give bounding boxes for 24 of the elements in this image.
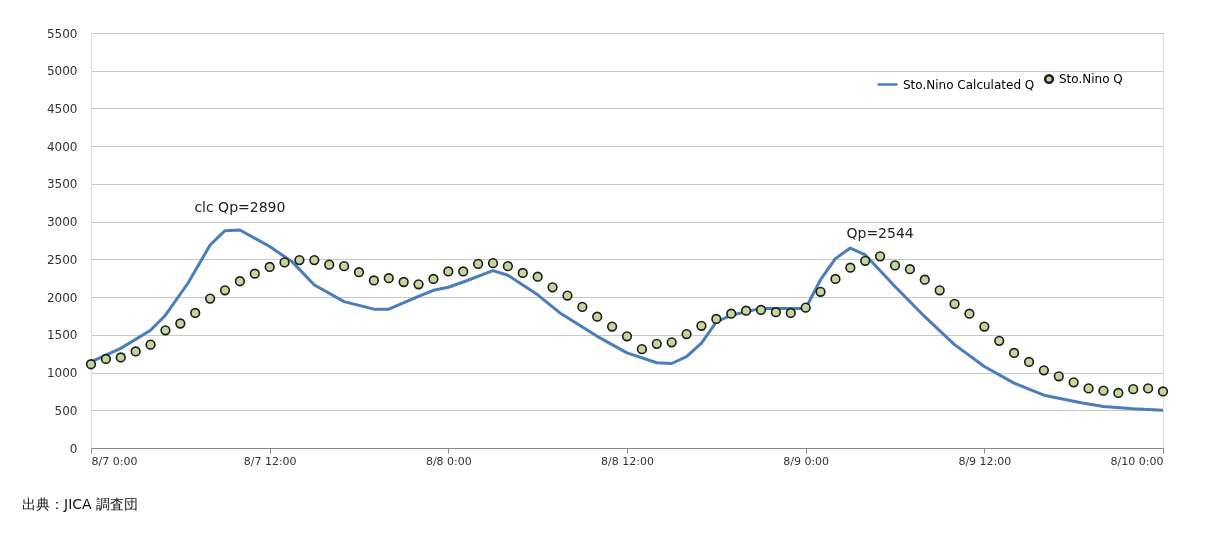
- y-tick-label: 4500: [46, 101, 78, 116]
- annotation: clc Qp=2890: [194, 198, 286, 215]
- y-tick-label: 1000: [46, 366, 78, 381]
- y-tick-label: 3500: [46, 177, 78, 192]
- source-note: 出典：JICA 調査団: [22, 496, 139, 512]
- x-tick-label: 8/10 0:00: [1110, 454, 1164, 468]
- y-tick-label: 0: [69, 441, 78, 456]
- x-tick-label: 8/7 0:00: [91, 454, 138, 468]
- annotation: Qp=2544: [846, 225, 914, 242]
- x-tick-label: 8/8 12:00: [601, 454, 654, 468]
- x-tick-label: 8/9 12:00: [958, 454, 1012, 468]
- y-tick-label: 4000: [46, 139, 78, 154]
- x-tick-label: 8/9 0:00: [783, 454, 830, 468]
- x-tick-label: 8/8 0:00: [425, 454, 472, 468]
- y-tick-label: 5000: [46, 64, 78, 79]
- y-tick-label: 2000: [46, 290, 78, 305]
- y-tick-label: 500: [54, 403, 78, 418]
- legend-label: Sto.Nino Q: [1059, 72, 1123, 86]
- y-tick-label: 5500: [46, 26, 78, 41]
- y-tick-label: 2500: [46, 252, 78, 267]
- legend-label: Sto.Nino Calculated Q: [903, 77, 1035, 92]
- y-tick-label: 3000: [46, 215, 78, 230]
- y-tick-label: 1500: [46, 328, 78, 343]
- x-tick-label: 8/7 12:00: [243, 454, 297, 468]
